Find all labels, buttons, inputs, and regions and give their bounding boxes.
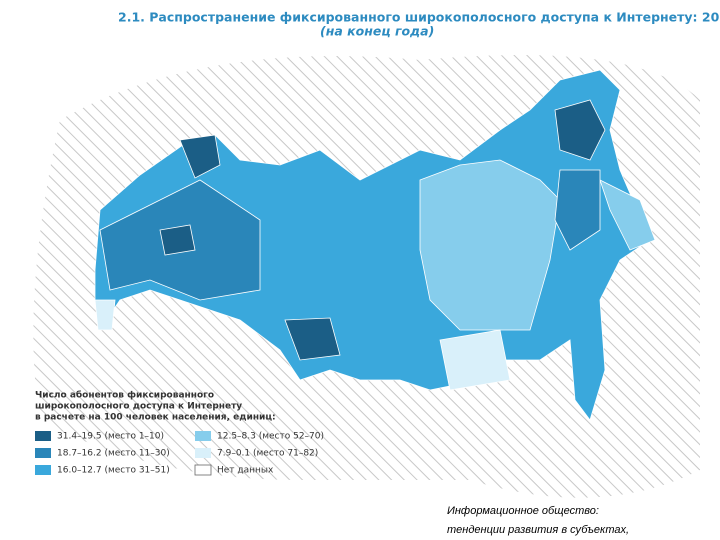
legend-swatch bbox=[195, 431, 211, 441]
legend-label: 16.0–12.7 (место 31–51) bbox=[57, 466, 170, 476]
legend-swatch bbox=[35, 465, 51, 475]
legend-label: 12.5–8.3 (место 52–70) bbox=[217, 432, 324, 442]
region bbox=[439, 329, 511, 391]
region bbox=[554, 99, 606, 161]
region bbox=[419, 159, 561, 331]
region bbox=[159, 224, 196, 256]
legend-label: 18.7–16.2 (место 11–30) bbox=[57, 449, 170, 459]
region bbox=[94, 299, 116, 331]
region bbox=[554, 169, 601, 251]
legend-swatch bbox=[195, 448, 211, 458]
region bbox=[179, 134, 221, 179]
caption: Информационное общество: bbox=[447, 505, 599, 517]
region bbox=[94, 69, 651, 421]
legend-swatch bbox=[35, 448, 51, 458]
legend-label: 31.4–19.5 (место 1–10) bbox=[57, 432, 164, 442]
legend-title: широкополосного доступа к Интернету bbox=[35, 402, 242, 412]
legend-label: 7.9–0.1 (место 71–82) bbox=[217, 449, 318, 459]
legend-swatch bbox=[35, 431, 51, 441]
legend-title: в расчете на 100 человек населения, един… bbox=[35, 413, 276, 423]
legend-swatch bbox=[194, 464, 212, 476]
region bbox=[284, 317, 341, 361]
map bbox=[94, 69, 656, 421]
legend-label: Нет данных bbox=[217, 466, 274, 476]
caption: тенденции развития в субъектах, bbox=[447, 524, 629, 536]
region bbox=[599, 179, 656, 251]
legend-title: Число абонентов фиксированного bbox=[35, 390, 214, 401]
subtitle: (на конец года) bbox=[320, 24, 434, 39]
legend: Число абонентов фиксированногоширокополо… bbox=[35, 390, 324, 476]
title: 2.1. Распространение фиксированного широ… bbox=[118, 10, 720, 25]
